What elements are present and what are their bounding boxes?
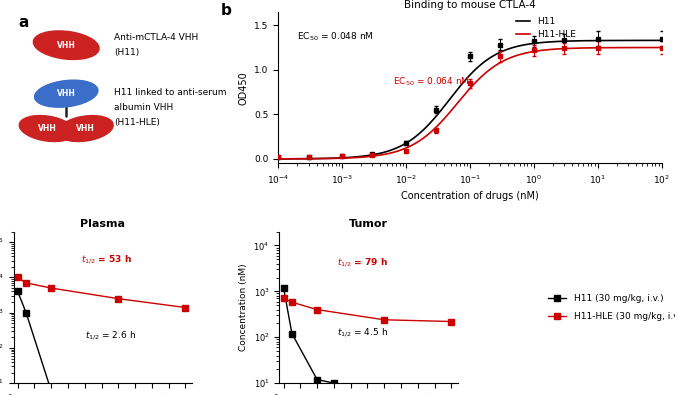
Text: EC$_{50}$ = 0.048 nM: EC$_{50}$ = 0.048 nM [297,30,374,43]
Title: Plasma: Plasma [80,220,126,229]
Text: VHH: VHH [57,89,76,98]
Text: a: a [18,15,28,30]
Ellipse shape [20,116,75,141]
Text: EC$_{50}$ = 0.064 nM: EC$_{50}$ = 0.064 nM [393,75,470,88]
Legend: H11 (30 mg/kg, i.v.), H11-HLE (30 mg/kg, i.v.): H11 (30 mg/kg, i.v.), H11-HLE (30 mg/kg,… [544,290,675,325]
Text: $t_{1/2}$ = 2.6 h: $t_{1/2}$ = 2.6 h [85,329,136,342]
Text: VHH: VHH [38,124,57,133]
Ellipse shape [57,116,113,141]
Ellipse shape [33,31,99,60]
Title: Tumor: Tumor [349,220,388,229]
Text: VHH: VHH [57,41,76,50]
Text: Anti-mCTLA-4 VHH: Anti-mCTLA-4 VHH [114,33,198,42]
X-axis label: Concentration of drugs (nM): Concentration of drugs (nM) [401,191,539,201]
Text: $t_{1/2}$ = 79 h: $t_{1/2}$ = 79 h [337,256,387,269]
Legend: H11, H11-HLE: H11, H11-HLE [512,13,580,43]
Text: albumin VHH: albumin VHH [114,103,173,112]
Text: b: b [221,3,232,18]
Text: (H11): (H11) [114,48,140,57]
Y-axis label: Concentration (nM): Concentration (nM) [239,263,248,351]
Text: $t_{1/2}$ = 53 h: $t_{1/2}$ = 53 h [82,253,132,266]
Ellipse shape [34,80,98,107]
Text: VHH: VHH [76,124,95,133]
Text: $t_{1/2}$ = 4.5 h: $t_{1/2}$ = 4.5 h [337,326,387,339]
Title: Binding to mouse CTLA-4: Binding to mouse CTLA-4 [404,0,536,10]
Y-axis label: OD450: OD450 [238,71,248,105]
Text: (H11-HLE): (H11-HLE) [114,118,160,127]
Text: H11 linked to anti-serum: H11 linked to anti-serum [114,88,227,97]
